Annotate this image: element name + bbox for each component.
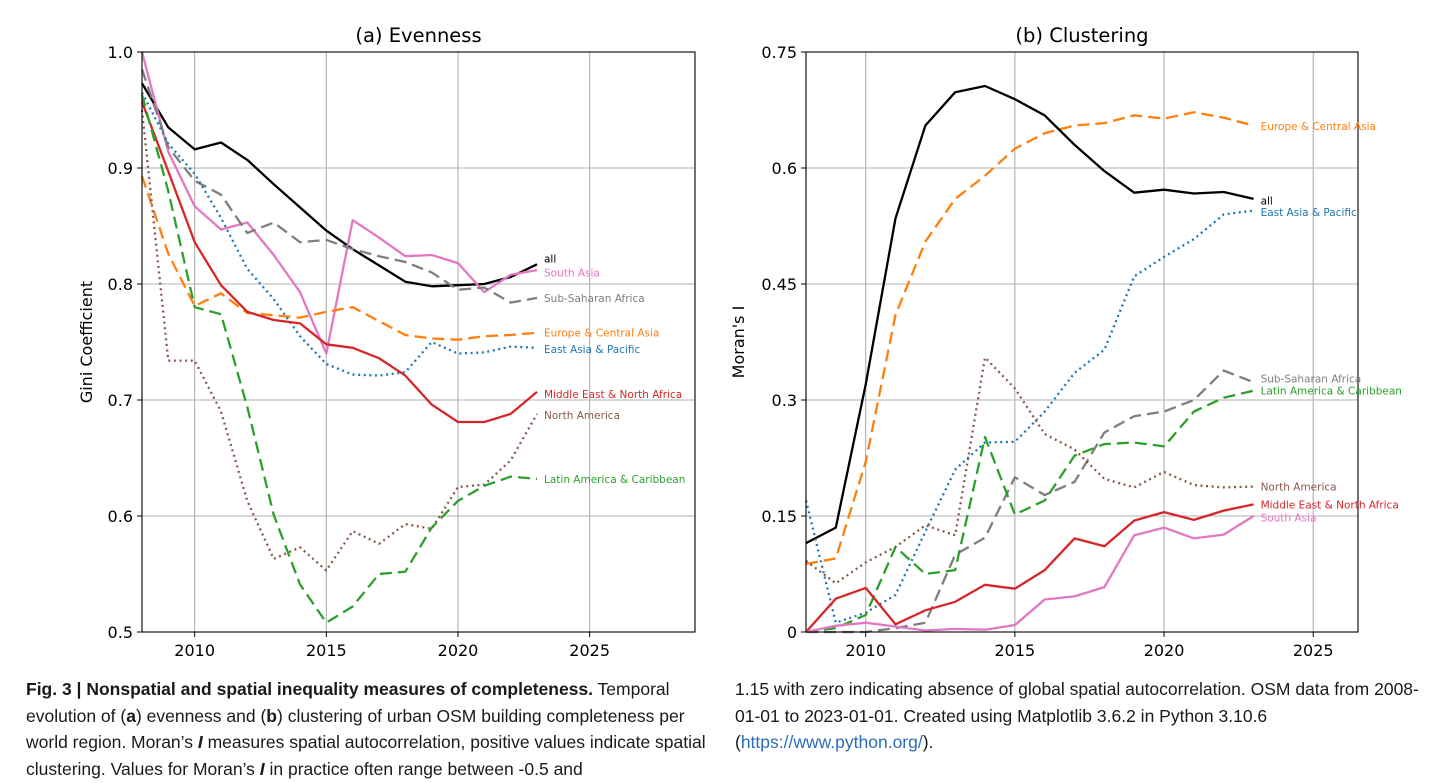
chart-title: (b) Clustering [1015,24,1148,47]
series-line [141,82,538,288]
series-line [804,209,1254,624]
series-label: South Asia [544,267,600,279]
series-label: all [544,253,556,265]
series-line [806,369,1255,634]
y-tick-label: 0.5 [108,623,133,642]
x-tick-label: 2015 [306,641,347,660]
x-tick-label: 2025 [1293,641,1334,660]
series-line [140,51,538,355]
caption-fig-label: Fig. 3 | Nonspatial and spatial inequali… [26,679,593,699]
y-tick-label: 1.0 [108,43,133,62]
caption-text: measures spatial autocorrelation, positi… [26,732,706,779]
series-label: Europe & Central Asia [544,328,659,340]
series-label: Latin America & Caribbean [1261,386,1402,398]
series-label: Middle East & North Africa [1261,499,1399,511]
series-label: Latin America & Caribbean [544,474,685,486]
python-link[interactable]: https://www.python.org/ [740,732,923,752]
series-line [805,84,1254,545]
series-label: Europe & Central Asia [1261,121,1376,133]
series-line [140,109,539,572]
y-tick-label: 0.75 [761,43,797,62]
series-line [140,69,538,304]
y-tick-label: 0 [787,623,797,642]
caption-text: Temporal evolution of ( [26,679,670,726]
panel-clustering: 2010 2015 2020 2025 0 0.15 0.3 0.45 0.6 0.75 (b) C… [729,24,1402,660]
x-tick-label: 2020 [438,641,479,660]
series-label: South Asia [1261,513,1317,525]
panel-evenness: 2010 2015 2020 2025 0.5 0.6 0.7 0.8 0.9 1.0 (a) Ev… [77,24,696,660]
x-tick-label: 2015 [995,641,1036,660]
caption-text: 1.15 with zero indicating absence of glo… [735,679,1419,752]
series-line [140,101,538,424]
caption-text: ) clustering of urban OSM building compl… [26,705,685,753]
caption-text: ). [922,732,934,752]
y-tick-label: 0.9 [108,159,133,178]
x-tick-label: 2010 [174,641,215,660]
series-line [805,356,1254,585]
figure: 2010 2015 2020 2025 0.5 0.6 0.7 0.8 0.9 1.0 (a) Ev… [77,24,1402,660]
caption-text: ) evenness and ( [135,705,267,726]
y-axis-label: Gini Coefficient [77,281,96,403]
caption-text: I [197,732,203,752]
plot-frame [141,51,696,633]
series-label: Sub-Saharan Africa [544,293,645,305]
plot-frame [805,51,1359,633]
series-label: all [1261,195,1273,207]
series-line [140,94,538,624]
caption-text: b [266,705,277,726]
y-tick-label: 0.7 [108,391,133,410]
series-line [805,111,1254,566]
y-tick-label: 0.3 [772,391,797,410]
series-line [805,515,1255,634]
figure-caption-left: Fig. 3 | Nonspatial and spatial inequali… [26,676,716,782]
y-tick-label: 0.15 [761,507,797,526]
series-label: East Asia & Pacific [1261,207,1357,219]
series-label: North America [544,410,620,422]
series-line [805,389,1254,634]
x-tick-label: 2010 [845,641,886,660]
y-axis-label: Moran's I [729,306,748,379]
x-tick-label: 2025 [569,641,610,660]
y-tick-label: 0.6 [772,159,797,178]
caption-text: in practice often range between -0.5 and [264,758,583,779]
caption-text: a [126,705,136,726]
figure-caption-right: 1.15 with zero indicating absence of glo… [735,676,1425,756]
y-tick-label: 0.8 [108,275,133,294]
series-line [140,175,538,341]
series-label: East Asia & Pacific [544,344,640,356]
y-tick-label: 0.45 [761,275,797,294]
series-line [140,92,538,377]
series-label: North America [1261,482,1337,494]
chart-title: (a) Evenness [355,24,481,47]
series-line [805,503,1254,633]
series-label: Sub-Saharan Africa [1261,373,1362,385]
series-label: Middle East & North Africa [544,389,682,401]
x-tick-label: 2020 [1144,641,1185,660]
y-tick-label: 0.6 [108,507,133,526]
caption-text: I [259,758,265,779]
